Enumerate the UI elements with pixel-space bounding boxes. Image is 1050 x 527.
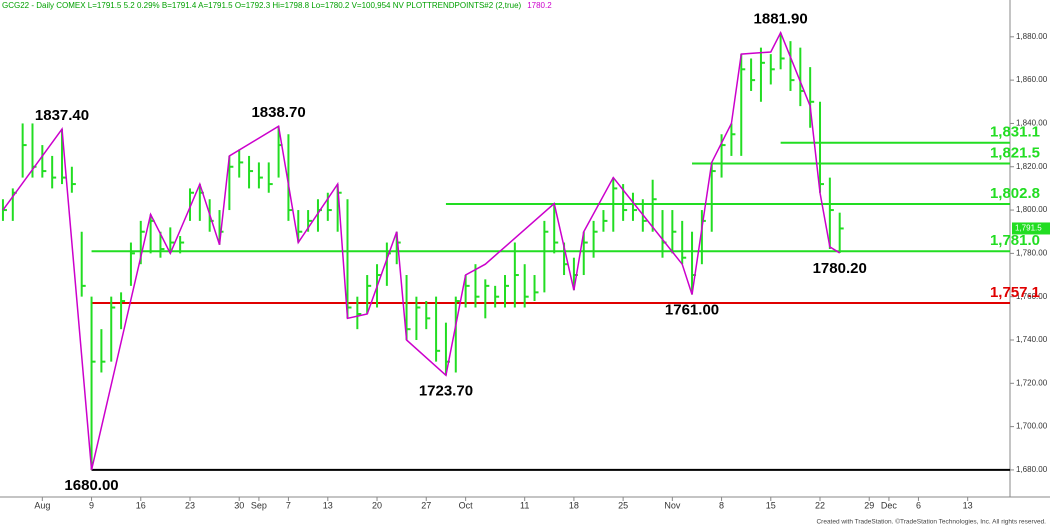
y-tick-label: 1,860.00 [1016,75,1048,84]
y-tick-label: 1,720.00 [1016,378,1048,387]
x-tick-label: 29 [864,500,874,510]
pivot-label: 1838.70 [251,104,305,121]
y-tick-label: 1,760.00 [1016,292,1048,301]
level-label: 1,831.1 [990,124,1040,141]
x-tick-label: 20 [372,500,382,510]
level-label: 1,821.5 [990,144,1040,161]
pivot-label: 1761.00 [665,301,719,318]
last-price-box [1012,222,1050,235]
zigzag-line [2,30,841,471]
x-tick-label: 25 [618,500,628,510]
x-tick-label: 22 [815,500,825,510]
level-label: 1,802.8 [990,185,1040,202]
y-tick-label: 1,880.00 [1016,32,1048,41]
x-tick-label: Aug [34,500,50,510]
footer: Created with TradeStation. ©TradeStation… [816,518,1046,526]
x-tick-label: 27 [421,500,431,510]
pivot-label: 1680.00 [64,477,118,494]
y-tick-label: 1,840.00 [1016,119,1048,128]
x-tick-label: Sep [251,500,267,510]
x-tick-label: 7 [286,500,291,510]
x-tick-label: 13 [963,500,973,510]
pivot-label: 1723.70 [419,382,473,399]
x-tick-label: 23 [185,500,195,510]
x-tick-label: 18 [569,500,579,510]
x-tick-label: Oct [459,500,474,510]
x-tick-label: 6 [916,500,921,510]
y-tick-label: 1,800.00 [1016,205,1048,214]
level-label: 1,781.0 [990,232,1040,249]
x-tick-label: 30 [234,500,244,510]
x-tick-label: Nov [664,500,681,510]
x-tick-label: 9 [89,500,94,510]
header: GCG22 - Daily COMEX L=1791.5 5.2 0.29% B… [2,1,522,10]
y-tick-label: 1,700.00 [1016,422,1048,431]
x-tick-label: 15 [766,500,776,510]
x-tick-label: Dec [881,500,898,510]
pivot-label: 1780.20 [813,260,867,277]
y-tick-label: 1,680.00 [1016,465,1048,474]
pivot-label: 1881.90 [754,11,808,28]
level-label: 1,757.1 [990,284,1040,301]
last-price-label: 1,791.5 [1015,224,1042,233]
header-value: 1780.2 [527,1,552,10]
x-tick-label: 13 [323,500,333,510]
x-tick-label: 11 [520,500,529,510]
pivot-label: 1837.40 [35,107,89,124]
y-tick-label: 1,740.00 [1016,335,1048,344]
x-tick-label: 8 [719,500,724,510]
x-tick-label: 16 [136,500,146,510]
y-tick-label: 1,820.00 [1016,162,1048,171]
y-tick-label: 1,780.00 [1016,248,1048,257]
